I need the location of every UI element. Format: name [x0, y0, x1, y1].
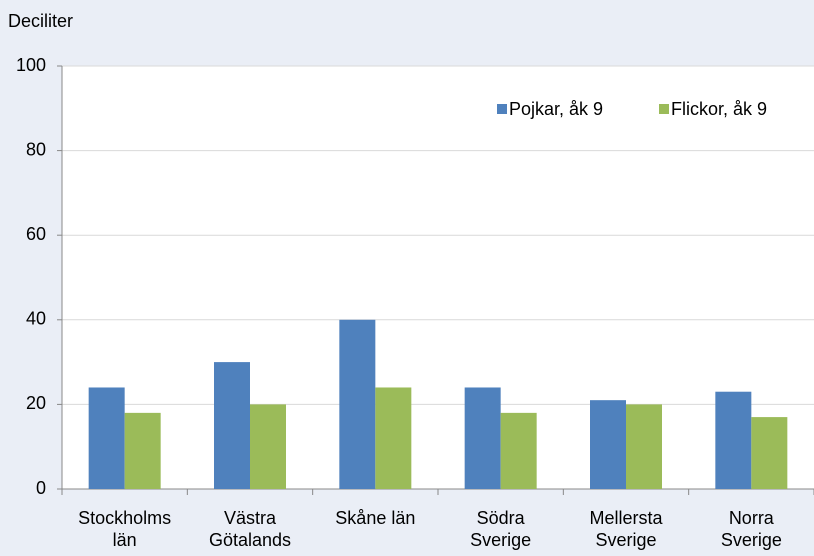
bar	[88, 387, 125, 489]
legend-label: Flickor, åk 9	[671, 99, 767, 119]
bar	[590, 400, 626, 489]
y-tick-label: 0	[36, 478, 46, 498]
bar	[751, 417, 788, 489]
x-tick-label: Södra Sverige	[470, 508, 531, 550]
x-tick-label: Stockholms län	[78, 508, 171, 550]
y-axis-label: Deciliter	[8, 11, 73, 31]
bar	[250, 404, 286, 489]
bar	[124, 412, 161, 489]
bar	[214, 362, 250, 489]
bar	[715, 391, 752, 489]
plot-area	[62, 66, 814, 489]
y-tick-label: 20	[26, 393, 46, 413]
bar	[500, 412, 537, 489]
x-tick-label: Mellersta Sverige	[589, 508, 663, 550]
y-tick-label: 80	[26, 139, 46, 159]
bar	[626, 404, 662, 489]
y-tick-label: 60	[26, 224, 46, 244]
x-tick-label: Skåne län	[335, 508, 415, 528]
x-tick-label: Västra Götalands	[209, 508, 291, 550]
y-tick-label: 40	[26, 309, 46, 329]
bar	[464, 387, 501, 489]
bar	[339, 319, 376, 489]
x-tick-label: Norra Sverige	[721, 508, 782, 550]
legend-swatch	[497, 104, 507, 114]
legend-label: Pojkar, åk 9	[509, 99, 603, 119]
bar	[375, 387, 412, 489]
legend-swatch	[659, 104, 669, 114]
y-tick-label: 100	[16, 55, 46, 75]
